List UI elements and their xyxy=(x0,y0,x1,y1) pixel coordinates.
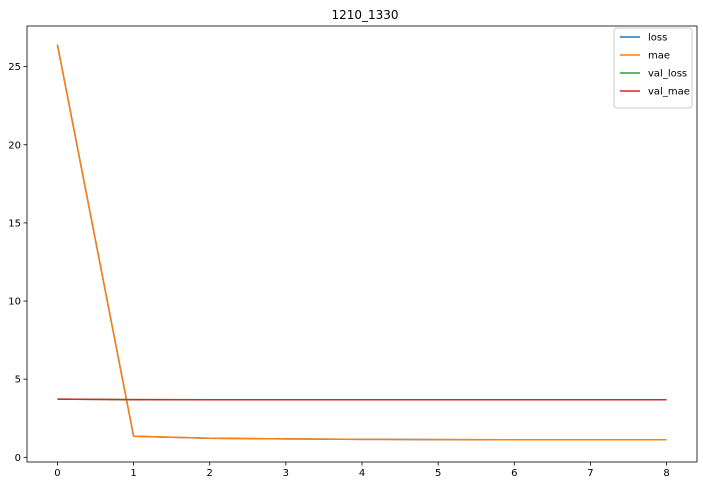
y-tick-label: 10 xyxy=(8,297,21,308)
x-tick-label: 7 xyxy=(587,468,593,479)
x-tick-label: 3 xyxy=(283,468,289,479)
legend: loss mae val_loss val_mae xyxy=(613,27,693,109)
y-tick-label: 25 xyxy=(8,62,21,73)
y-tick-label: 20 xyxy=(8,140,21,151)
x-tick-label: 1 xyxy=(130,468,136,479)
x-tick-label: 2 xyxy=(207,468,213,479)
y-tick-label: 5 xyxy=(15,375,21,386)
legend-label-mae: mae xyxy=(648,51,670,62)
series-line-val_mae xyxy=(57,398,667,401)
plot-area xyxy=(56,44,667,441)
series-line-loss xyxy=(56,44,667,441)
legend-label-loss: loss xyxy=(648,33,667,44)
x-tick-label: 5 xyxy=(435,468,441,479)
legend-label-val_mae: val_mae xyxy=(648,87,690,98)
legend-label-val_loss: val_loss xyxy=(648,69,687,80)
x-tick-label: 8 xyxy=(663,468,669,479)
legend-box xyxy=(613,27,693,109)
x-tick-label: 4 xyxy=(359,468,365,479)
chart-title: 1210_1330 xyxy=(331,8,398,22)
x-tick-label: 6 xyxy=(511,468,517,479)
x-tick-label: 0 xyxy=(54,468,60,479)
y-tick-label: 0 xyxy=(15,453,21,464)
axes: 0 1 2 3 4 5 6 7 8 0 5 10 15 20 25 xyxy=(8,25,698,479)
series-line-mae xyxy=(56,44,667,441)
y-tick-label: 15 xyxy=(8,218,21,229)
plot-frame xyxy=(26,25,698,463)
